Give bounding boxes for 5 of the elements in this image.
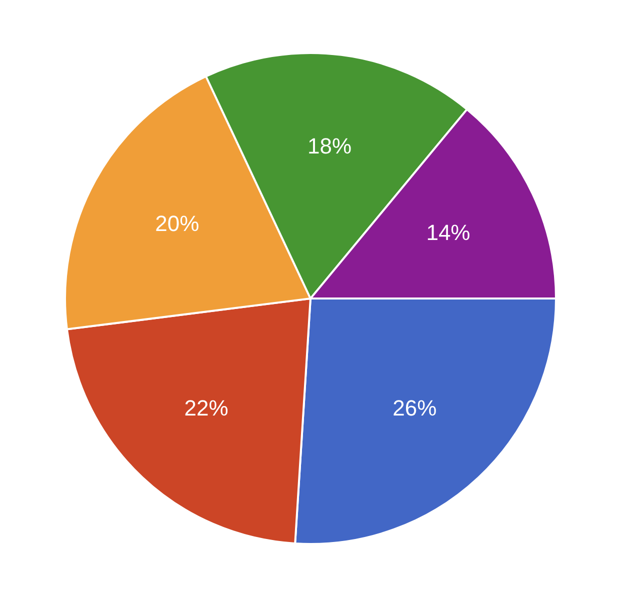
data-label: 18% xyxy=(308,134,352,159)
data-label: 26% xyxy=(392,396,437,421)
data-label: 22% xyxy=(184,396,228,421)
data-label: 14% xyxy=(426,220,470,245)
data-label: 20% xyxy=(155,211,200,236)
